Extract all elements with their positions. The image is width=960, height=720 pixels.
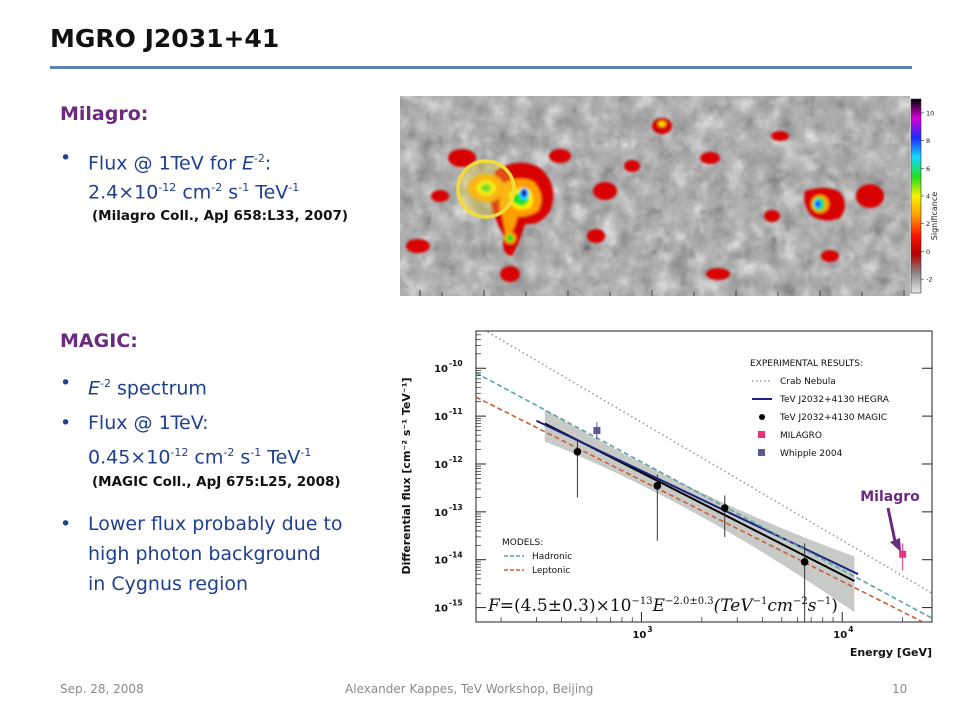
colorbar-tick-label: 8 <box>926 137 930 145</box>
legend-swatch <box>758 449 765 456</box>
plot-area <box>476 331 932 622</box>
legend-entry-label: Hadronic <box>532 552 572 562</box>
data-point-milagro <box>899 550 907 558</box>
footer-author: Alexander Kappes, TeV Workshop, Beijing <box>345 682 594 696</box>
y-tick-label: 10 <box>434 460 448 471</box>
bullet-dot: • <box>60 372 72 394</box>
y-tick-exponent: -10 <box>449 359 463 368</box>
x-tick-exponent: 4 <box>848 625 853 634</box>
series-line-hadronic <box>476 372 932 619</box>
y-tick-exponent: -15 <box>449 599 463 608</box>
legend-models: MODELS: Hadronic Leptonic <box>502 538 572 576</box>
legend-entry-label: TeV J2032+4130 MAGIC <box>779 413 887 423</box>
footer-date: Sep. 28, 2008 <box>60 682 144 696</box>
significance-colorbar <box>911 99 921 293</box>
magic-flux-line1: Flux @ 1TeV: <box>88 412 209 434</box>
magic-heading: MAGIC: <box>60 330 138 352</box>
legend-experimental: EXPERIMENTAL RESULTS: Crab Nebula TeV J203… <box>750 359 890 459</box>
data-point-magic <box>800 558 809 566</box>
plot-clipped <box>476 331 932 622</box>
y-tick-exponent: -12 <box>449 455 463 464</box>
background-line1: Lower flux probably due to <box>88 513 343 535</box>
colorbar-tick-label: 4 <box>926 193 930 201</box>
milagro-flux-line2: 2.4×10-12 cm-2 s-1 TeV-1 <box>88 181 300 204</box>
excess-regions <box>406 118 884 282</box>
milagro-heading: Milagro: <box>60 103 149 125</box>
y-tick-label: 10 <box>434 364 448 375</box>
legend-entry-label: Leptonic <box>532 566 570 576</box>
y-tick-exponent: -13 <box>449 503 463 512</box>
legend-entry-label: Whipple 2004 <box>780 449 843 459</box>
milagro-reference: (Milagro Coll., ApJ 658:L33, 2007) <box>92 208 349 224</box>
legend-entry-label: MILAGRO <box>780 431 822 441</box>
milagro-annotation-arrow <box>886 507 898 547</box>
bullet-dot: • <box>60 147 72 169</box>
data-point-magic <box>653 482 662 490</box>
legend-swatch <box>758 431 765 438</box>
y-tick-exponent: -14 <box>449 551 463 560</box>
legend-entry-label: TeV J2032+4130 HEGRA <box>779 395 890 405</box>
x-tick-label: 10 <box>632 630 646 641</box>
data-point-magic <box>573 447 582 456</box>
milagro-source-circle <box>456 159 516 219</box>
colorbar-tick-label: 0 <box>926 248 930 256</box>
y-tick-label: 10 <box>434 412 448 423</box>
colorbar-ticks: 10 8 6 4 2 0 -2 <box>921 109 934 284</box>
x-axis-label: Energy [GeV] <box>850 646 932 659</box>
data-point-magic <box>720 504 729 512</box>
legend-title: EXPERIMENTAL RESULTS: <box>750 359 863 369</box>
milagro-skymap: 10 8 6 4 2 0 -2 Significance <box>400 96 939 296</box>
background-line2: high photon background <box>88 543 321 565</box>
y-tick-exponent: -11 <box>449 407 463 416</box>
skymap-ticks <box>419 290 905 296</box>
data-point-whipple-2004 <box>593 427 601 435</box>
colorbar-tick-label: 2 <box>926 220 930 228</box>
y-tick-label: 10 <box>434 556 448 567</box>
colorbar-tick-label: -2 <box>926 276 932 284</box>
magic-reference: (MAGIC Coll., ApJ 675:L25, 2008) <box>92 474 341 490</box>
colorbar-tick-label: 10 <box>926 109 934 117</box>
x-tick-label: 10 <box>833 630 847 641</box>
y-tick-label: 10 <box>434 508 448 519</box>
fit-formula: F=(4.5±0.3)×10−13E−2.0±0.3(TeV−1cm−2s−1) <box>487 596 838 616</box>
background-line3: in Cygnus region <box>88 573 249 595</box>
series-line-leptonic <box>476 396 925 622</box>
milagro-annotation: Milagro <box>860 489 920 505</box>
bullet-dot: • <box>60 513 72 535</box>
plot-frame <box>475 330 933 623</box>
colorbar-label: Significance <box>930 192 939 240</box>
y-tick-label: 10 <box>434 604 448 615</box>
legend-swatch <box>759 414 765 420</box>
title-rule <box>50 66 912 69</box>
fit-error-band <box>544 409 855 613</box>
legend-title: MODELS: <box>502 538 543 548</box>
milagro-flux-line1: Flux @ 1TeV for E-2: <box>88 152 272 175</box>
footer-page-number: 10 <box>892 682 908 696</box>
colorbar-tick-label: 6 <box>926 165 930 173</box>
skymap-field <box>400 96 910 296</box>
milagro-annotation-arrowhead <box>890 538 901 552</box>
magic-spectrum-text: E-2 spectrum <box>88 377 207 400</box>
x-tick-exponent: 3 <box>647 625 652 634</box>
y-axis-label: Differential flux [cm⁻² s⁻¹ TeV⁻¹] <box>400 377 413 574</box>
bullet-dot: • <box>60 412 72 434</box>
slide-title: MGRO J2031+41 <box>50 24 280 53</box>
legend-entry-label: Crab Nebula <box>780 377 836 387</box>
magic-flux-line2: 0.45×10-12 cm-2 s-1 TeV-1 <box>88 446 312 469</box>
